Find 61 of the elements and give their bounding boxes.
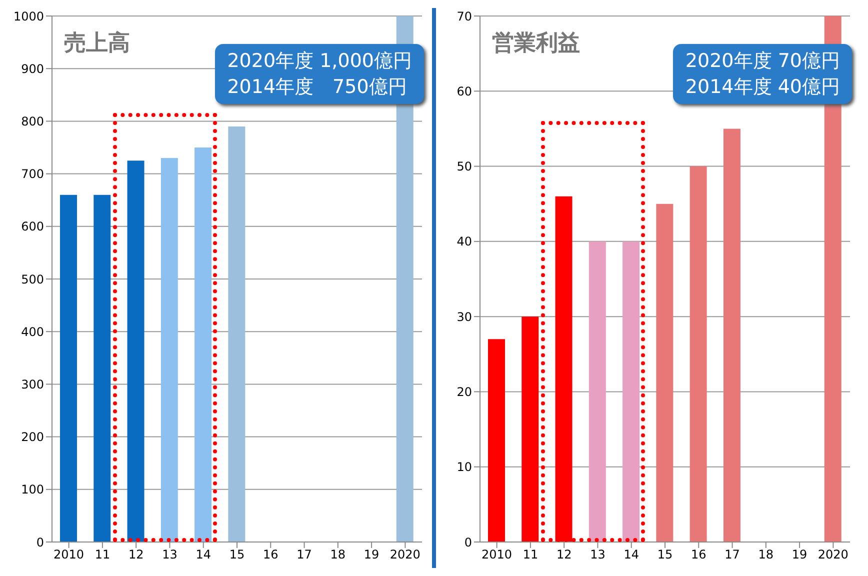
y-tick-label: 900 bbox=[21, 62, 44, 76]
text: 営業利益 bbox=[492, 28, 580, 58]
x-tick-label: 2020 bbox=[390, 548, 420, 562]
y-tick-label: 10 bbox=[456, 460, 472, 474]
x-tick-label: 12 bbox=[556, 548, 572, 562]
x-tick-label: 16 bbox=[690, 548, 706, 562]
bar bbox=[194, 148, 212, 542]
x-tick-label: 18 bbox=[758, 548, 774, 562]
bar bbox=[522, 316, 539, 542]
x-tick-label: 19 bbox=[792, 548, 808, 562]
x-tick-label: 11 bbox=[94, 548, 110, 562]
bar bbox=[94, 194, 111, 542]
x-tick-label: 14 bbox=[624, 548, 640, 562]
bar bbox=[555, 196, 572, 542]
x-tick-label: 2010 bbox=[54, 548, 84, 562]
annotation: 2020年度 70億円 bbox=[685, 49, 840, 74]
y-tick-label: 70 bbox=[456, 9, 472, 24]
bar bbox=[228, 126, 246, 542]
y-tick-label: 30 bbox=[456, 310, 472, 324]
x-tick-label: 17 bbox=[296, 548, 312, 562]
bar bbox=[723, 128, 740, 542]
x-tick-label: 16 bbox=[262, 548, 278, 562]
bar bbox=[60, 194, 77, 542]
bar bbox=[588, 241, 606, 542]
annotation: 2020年度 1,000億円 bbox=[227, 49, 412, 74]
y-tick-label: 40 bbox=[456, 234, 472, 249]
bar bbox=[690, 166, 707, 542]
bar bbox=[127, 160, 144, 542]
x-tick-label: 14 bbox=[196, 548, 212, 562]
x-tick-label: 18 bbox=[330, 548, 346, 562]
annotation: 2014年度 40億円 bbox=[685, 75, 840, 100]
x-tick-label: 2010 bbox=[482, 548, 512, 562]
y-tick-label: 500 bbox=[21, 272, 44, 286]
annotation: 2014年度 750億円 bbox=[227, 75, 408, 100]
y-tick-label: 200 bbox=[21, 430, 44, 444]
x-tick-label: 15 bbox=[229, 548, 245, 562]
x-tick-label: 12 bbox=[128, 548, 144, 562]
bar bbox=[656, 204, 674, 542]
x-tick-label: 19 bbox=[364, 548, 380, 562]
y-tick-label: 50 bbox=[456, 160, 472, 174]
bar bbox=[622, 241, 640, 542]
y-tick-label: 60 bbox=[456, 84, 472, 98]
y-tick-label: 0 bbox=[36, 535, 44, 550]
x-tick-label: 11 bbox=[522, 548, 538, 562]
text: 売上高 bbox=[64, 28, 130, 58]
x-tick-label: 13 bbox=[590, 548, 606, 562]
x-tick-label: 17 bbox=[724, 548, 740, 562]
x-tick-label: 13 bbox=[162, 548, 178, 562]
y-tick-label: 300 bbox=[21, 377, 44, 392]
bar bbox=[160, 158, 178, 542]
y-tick-label: 100 bbox=[21, 482, 44, 497]
y-tick-label: 700 bbox=[21, 167, 44, 182]
x-tick-label: 15 bbox=[657, 548, 673, 562]
y-tick-label: 600 bbox=[21, 220, 44, 234]
bar bbox=[488, 339, 505, 542]
y-tick-label: 0 bbox=[464, 535, 472, 550]
y-tick-label: 800 bbox=[21, 114, 44, 128]
x-tick-label: 2020 bbox=[818, 548, 848, 562]
y-tick-label: 400 bbox=[21, 324, 44, 339]
y-tick-label: 20 bbox=[456, 384, 472, 399]
y-tick-label: 1000 bbox=[13, 9, 44, 24]
